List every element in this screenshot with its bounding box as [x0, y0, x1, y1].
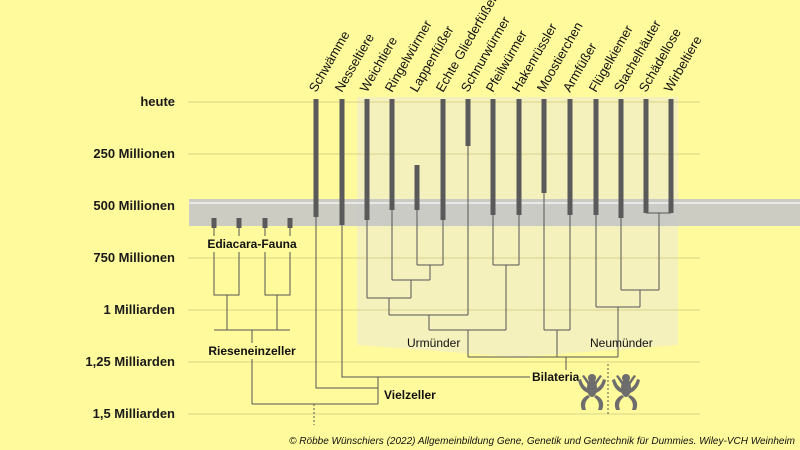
clade-ediacara-fauna: Ediacara-Fauna [207, 237, 297, 251]
time-label-1-25mrd: 1,25 Milliarden [85, 354, 175, 369]
time-label-250m: 250 Millionen [93, 146, 175, 161]
lineage-hakenruessler [516, 99, 522, 215]
lineage-schwaemme [313, 99, 319, 217]
time-label-1-5mrd: 1,5 Milliarden [93, 406, 175, 421]
lineage-moostierchen [541, 99, 547, 193]
clade-labels: Ediacara-Fauna Rieseneinzeller Urmünder … [204, 236, 653, 402]
time-label-heute: heute [140, 94, 175, 109]
lineage-echte-gliederfuesser [440, 99, 446, 220]
frog-icon-left [578, 374, 606, 410]
lineage-pfeilwuermer [490, 99, 496, 215]
lineage-nesseltiere [339, 99, 345, 225]
lineage-ringelwuermer [389, 99, 395, 210]
ediacara-marker-2 [236, 218, 242, 228]
lineage-bars [211, 99, 674, 228]
clade-rieseneinzeller: Rieseneinzeller [208, 344, 296, 358]
lineage-stachelhaeuter [618, 99, 624, 218]
taxon-labels: Schwämme Nesseltiere Weichtiere Ringelwü… [306, 0, 705, 95]
time-label-1mrd: 1 Milliarden [103, 302, 175, 317]
lineage-schnurwuermer [465, 99, 471, 146]
lineage-fluegelkiemer [593, 99, 599, 215]
frog-icon-right [612, 374, 640, 410]
time-label-750m: 750 Millionen [93, 250, 175, 265]
lineage-schaedellose [643, 99, 649, 213]
time-axis: heute 250 Millionen 500 Millionen 750 Mi… [85, 94, 175, 421]
lineage-armfuesser [567, 99, 573, 215]
lineage-lappenfuesser [414, 165, 420, 210]
clade-urmuender: Urmünder [407, 336, 460, 350]
ediacara-marker-4 [287, 218, 293, 228]
ediacara-marker-3 [262, 218, 268, 228]
lineage-wirbeltiere [668, 99, 674, 213]
ediacara-marker-1 [211, 218, 217, 228]
clade-neumuender: Neumünder [590, 336, 653, 350]
clade-vielzeller: Vielzeller [384, 388, 436, 402]
lineage-weichtiere [364, 99, 370, 220]
tree-branches [213, 146, 671, 425]
time-label-500m: 500 Millionen [93, 198, 175, 213]
credit-line: © Röbbe Wünschiers (2022) Allgemeinbildu… [289, 436, 795, 447]
clade-bilateria: Bilateria [532, 370, 580, 384]
